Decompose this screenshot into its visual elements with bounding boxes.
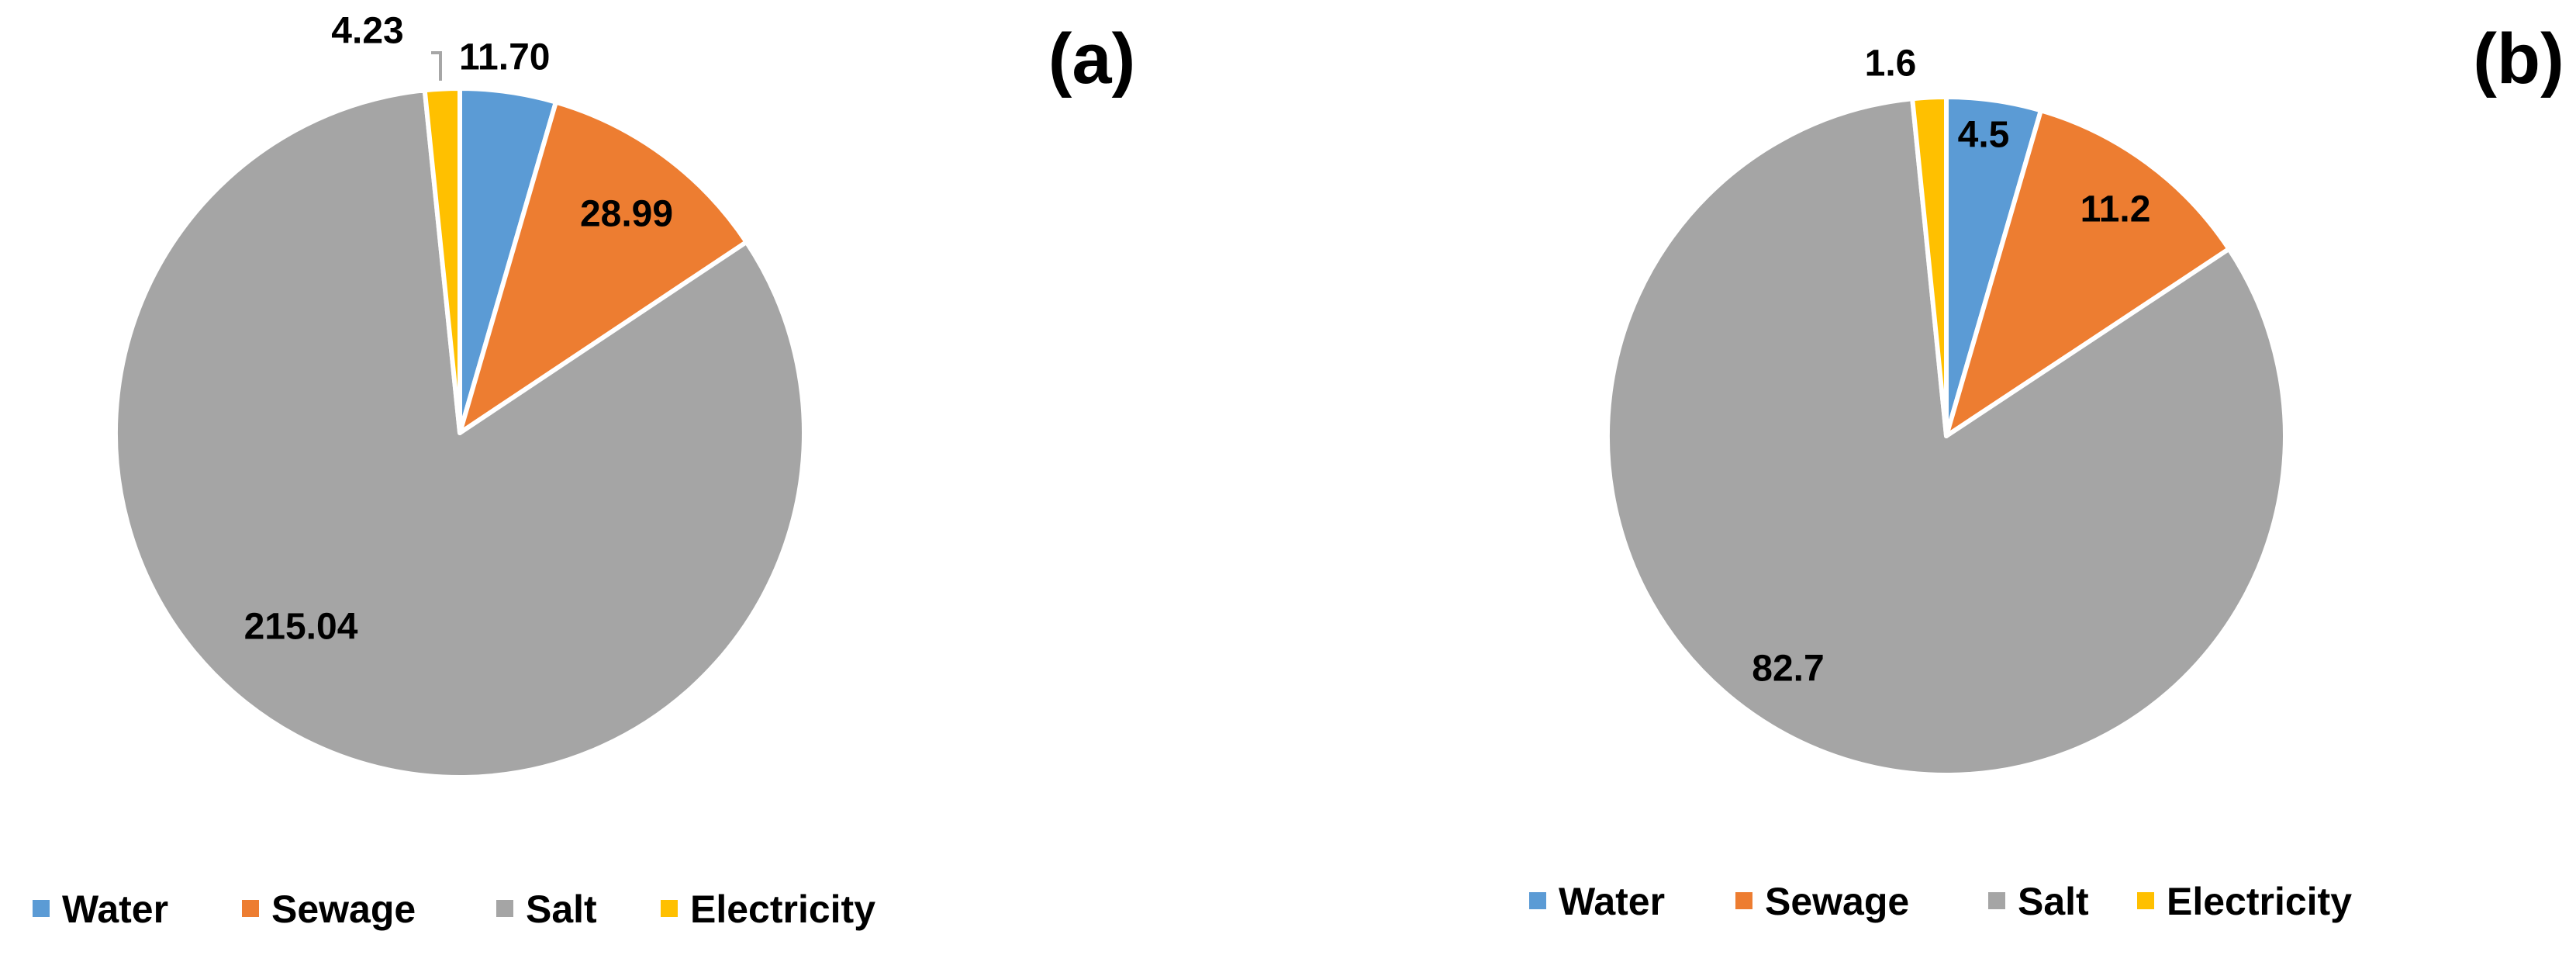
data-label-salt-b: 82.7 <box>1752 649 1824 690</box>
legend-item-salt-b: Salt <box>1988 880 2089 923</box>
legend-swatch-sewage-a <box>242 900 259 917</box>
legend-label-electricity-b: Electricity <box>2167 880 2352 923</box>
legend-swatch-salt-b <box>1988 892 2005 909</box>
legend-label-water-a: Water <box>62 888 168 931</box>
legend-b: Water Sewage Salt Electricity <box>1529 880 2352 923</box>
legend-swatch-water-b <box>1529 892 1546 909</box>
legend-item-water-b: Water <box>1529 880 1665 923</box>
legend-item-sewage-a: Sewage <box>242 888 416 931</box>
legend-label-salt-a: Salt <box>526 888 597 931</box>
data-label-sewage-a: 28.99 <box>580 194 673 235</box>
legend-item-water-a: Water <box>33 888 168 931</box>
data-label-electricity-a: 4.23 <box>331 11 403 52</box>
legend-item-sewage-b: Sewage <box>1735 880 1909 923</box>
pie-slice-electricity-a <box>422 86 462 435</box>
legend-label-water-b: Water <box>1559 880 1665 923</box>
legend-label-sewage-b: Sewage <box>1765 880 1909 923</box>
legend-swatch-salt-a <box>496 900 513 917</box>
legend-label-salt-b: Salt <box>2018 880 2089 923</box>
pie-slices-b <box>1605 95 2288 777</box>
legend-item-electricity-b: Electricity <box>2137 880 2352 923</box>
panel-label-b: (b) <box>2473 19 2564 99</box>
pie-slices-a <box>113 86 807 780</box>
panel-label-a: (a) <box>1048 19 1135 99</box>
data-label-water-b: 4.5 <box>1958 115 2010 156</box>
data-labels-b: 4.5 11.2 82.7 1.6 <box>1752 43 2150 690</box>
pie-slice-electricity-b <box>1910 95 1949 438</box>
pie-slice-sewage-a <box>458 99 749 435</box>
data-label-water-a: 11.70 <box>459 37 550 78</box>
data-label-sewage-b: 11.2 <box>2080 189 2151 230</box>
data-labels-a: 11.70 28.99 215.04 4.23 <box>244 11 673 648</box>
pie-chart-a: 11.70 28.99 215.04 4.23 (a) Water Sewage… <box>33 11 1135 931</box>
leader-line-electricity-a <box>431 51 442 81</box>
legend-a: Water Sewage Salt Electricity <box>33 888 875 931</box>
legend-swatch-water-a <box>33 900 50 917</box>
legend-item-salt-a: Salt <box>496 888 597 931</box>
legend-item-electricity-a: Electricity <box>661 888 875 931</box>
legend-swatch-sewage-b <box>1735 892 1752 909</box>
pie-chart-b: 4.5 11.2 82.7 1.6 (b) Water Sewage Salt … <box>1529 19 2564 923</box>
pie-slice-sewage-b <box>1944 108 2232 438</box>
data-label-salt-a: 215.04 <box>244 607 358 648</box>
legend-swatch-electricity-b <box>2137 892 2154 909</box>
legend-label-sewage-a: Sewage <box>271 888 416 931</box>
legend-swatch-electricity-a <box>661 900 678 917</box>
data-label-electricity-b: 1.6 <box>1865 43 1917 85</box>
legend-label-electricity-a: Electricity <box>690 888 875 931</box>
